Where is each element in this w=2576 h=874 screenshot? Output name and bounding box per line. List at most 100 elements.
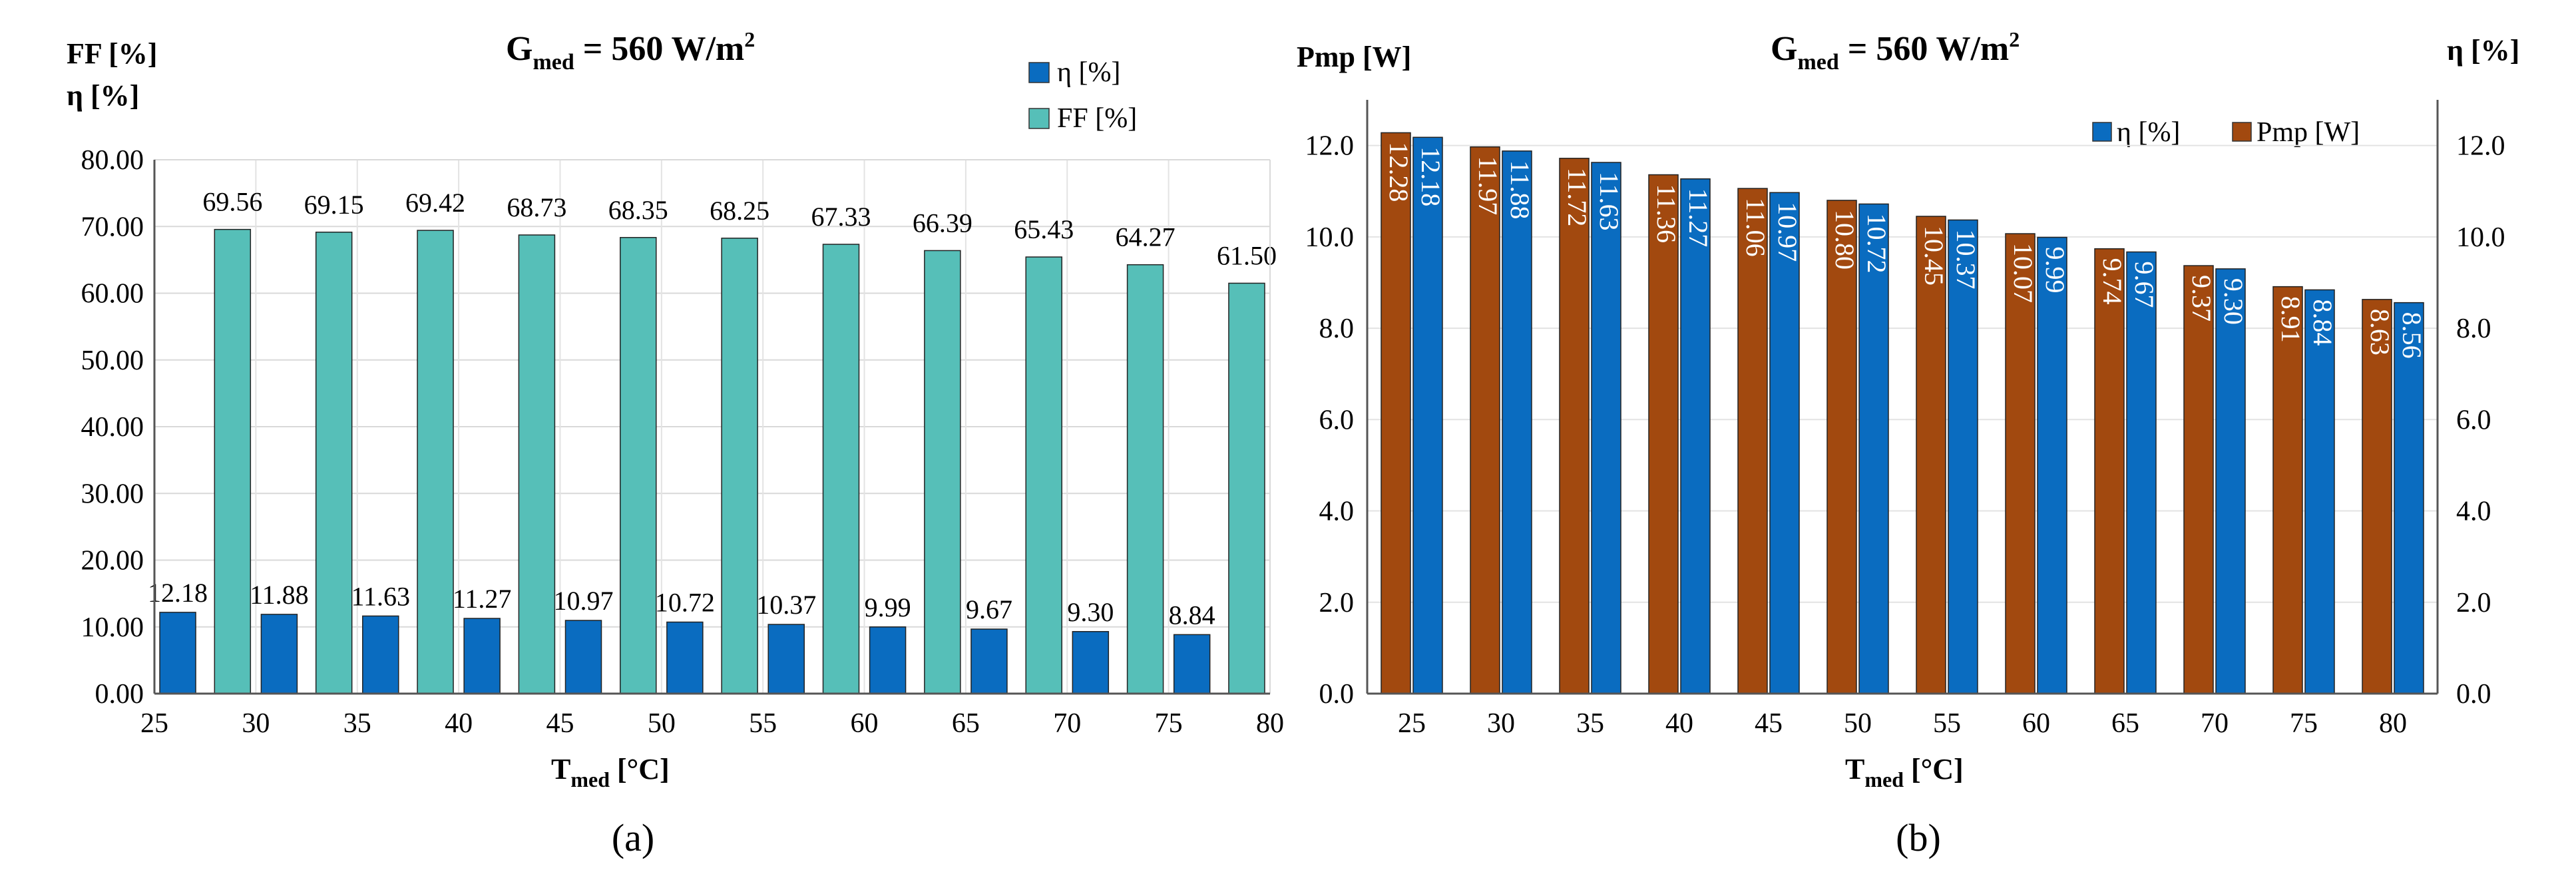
chart-b-bar-pmp	[1737, 188, 1768, 694]
chart-a-bar-ff	[1025, 256, 1062, 694]
chart-b-y-tick-label-right: 8.0	[2456, 314, 2491, 344]
chart-a-y-tick-label: 0.00	[95, 679, 144, 710]
chart-a-bar-ff	[924, 250, 961, 694]
chart-a-bar-ff	[214, 228, 252, 694]
chart-a-xlabel: Tmed [°C]	[551, 753, 670, 791]
chart-b-data-label-pmp: 8.91	[2276, 296, 2306, 343]
chart-a-y-tick-label: 50.00	[81, 345, 144, 376]
chart-b-y-tick-label-left: 6.0	[1319, 405, 1355, 435]
chart-a-bar-ff	[417, 230, 454, 694]
chart-b-gridlines	[1367, 144, 2438, 694]
chart-a-y-tick-label: 60.00	[81, 279, 144, 310]
chart-b-data-label-pmp: 10.80	[1830, 210, 1860, 270]
chart-b-y-tick-label-left: 0.0	[1319, 679, 1355, 710]
chart-b-data-label-pmp: 8.63	[2365, 309, 2395, 355]
chart-a-data-label-eta: 9.30	[1067, 597, 1114, 627]
chart-a-title: Gmed = 560 W/m2	[506, 27, 755, 75]
chart-a-x-tick-label: 55	[749, 708, 777, 739]
chart-b-x-tick-label: 60	[2022, 708, 2050, 739]
chart-a-data-label-ff: 68.35	[608, 195, 668, 225]
chart-a-data-label-ff: 66.39	[913, 208, 972, 238]
chart-b: Gmed = 560 W/m2 Pmp [W] η [%] Tmed [°C] …	[1297, 27, 2519, 791]
chart-a-legend-eta-label: η [%]	[1057, 57, 1120, 88]
chart-b-data-label-eta: 9.30	[2219, 278, 2249, 325]
chart-b-x-tick-label: 50	[1844, 708, 1872, 739]
chart-a-bar-ff	[822, 244, 860, 694]
chart-b-bar-eta	[1769, 192, 1800, 694]
chart-a-legend-ff-swatch	[1028, 108, 1050, 129]
chart-a-bar-ff	[721, 238, 758, 694]
chart-a-data-label-eta: 10.72	[655, 588, 715, 618]
chart-a-y-tick-label: 20.00	[81, 546, 144, 576]
chart-b-bar-eta	[2215, 268, 2246, 694]
chart-a-data-label-eta: 11.27	[453, 584, 512, 614]
chart-b-bar-pmp	[1381, 132, 1411, 694]
chart-b-data-label-pmp: 10.07	[2008, 243, 2038, 303]
chart-b-y-tick-label-left: 2.0	[1319, 588, 1355, 618]
chart-b-data-label-eta: 10.72	[1862, 213, 1892, 273]
chart-a-y-tick-label: 10.00	[81, 612, 144, 643]
chart-a-data-label-ff: 67.33	[811, 202, 871, 232]
chart-a-data-label-eta: 8.84	[1169, 600, 1215, 630]
caption-a: (a)	[612, 816, 654, 859]
chart-b-data-label-eta: 10.37	[1951, 229, 1981, 289]
chart-b-y-tick-label-right: 6.0	[2456, 405, 2491, 435]
chart-a-x-tick-label: 50	[648, 708, 676, 739]
chart-b-x-tick-label: 55	[1933, 708, 1961, 739]
chart-a-bar-eta	[666, 621, 704, 694]
chart-b-data-label-pmp: 11.36	[1651, 184, 1681, 244]
chart-b-ylabel-left: Pmp [W]	[1297, 41, 1411, 73]
chart-b-data-label-eta: 12.18	[1416, 146, 1446, 206]
chart-b-x-tick-label: 40	[1665, 708, 1693, 739]
chart-a: Gmed = 560 W/m2 FF [%] η [%] Tmed [°C] η…	[67, 27, 1284, 791]
chart-b-data-label-pmp: 11.72	[1562, 168, 1592, 227]
chart-a-axes: 0.00 10.00 20.00 30.00 40.00 50.00 60.00 70.00 8…	[81, 145, 1285, 739]
chart-b-data-label-eta: 11.63	[1594, 172, 1624, 231]
chart-b-data-label-eta: 10.97	[1773, 202, 1803, 262]
chart-b-bar-eta	[1680, 178, 1711, 694]
chart-a-data-label-eta: 10.37	[756, 590, 816, 620]
chart-b-x-tick-label: 30	[1487, 708, 1515, 739]
chart-a-data-label-ff: 61.50	[1217, 240, 1277, 270]
chart-b-y-tick-label-left: 8.0	[1319, 314, 1355, 344]
chart-b-data-label-eta: 11.88	[1505, 160, 1535, 220]
chart-a-x-tick-label: 65	[952, 708, 980, 739]
chart-b-bar-eta	[1502, 150, 1532, 694]
chart-a-bar-eta	[159, 612, 196, 694]
chart-b-y-tick-label-right: 4.0	[2456, 497, 2491, 527]
chart-b-legend-pmp-swatch	[2232, 122, 2252, 142]
chart-a-x-tick-label: 25	[140, 708, 168, 739]
chart-b-data-label-eta: 8.56	[2397, 312, 2427, 359]
chart-a-data-label-ff: 69.15	[304, 190, 364, 220]
chart-b-data-label-pmp: 12.28	[1384, 142, 1414, 202]
chart-b-bar-eta	[2394, 302, 2424, 694]
chart-a-ylabel-line1: FF [%]	[67, 37, 157, 70]
chart-a-data-label-eta: 11.88	[250, 580, 309, 610]
chart-b-bar-pmp	[1916, 216, 1946, 694]
chart-a-data-label-ff: 69.42	[405, 188, 465, 218]
chart-a-bar-eta	[362, 615, 399, 694]
chart-b-bar-eta	[2126, 251, 2157, 694]
chart-b-y-tick-label-left: 4.0	[1319, 497, 1355, 527]
chart-a-y-tick-label: 70.00	[81, 212, 144, 242]
chart-a-bar-eta	[1072, 631, 1110, 694]
chart-a-bar-ff	[1126, 264, 1164, 694]
chart-a-data-label-eta: 12.18	[148, 578, 208, 608]
chart-b-data-label-pmp: 9.37	[2187, 275, 2217, 322]
chart-b-bar-pmp	[2005, 233, 2036, 694]
chart-b-bar-eta	[1858, 203, 1889, 694]
chart-a-legend-ff-label: FF [%]	[1057, 103, 1137, 134]
chart-a-bar-ff	[518, 234, 556, 694]
chart-b-x-tick-label: 35	[1576, 708, 1604, 739]
chart-b-bar-pmp	[2094, 248, 2125, 694]
chart-a-x-tick-label: 70	[1053, 708, 1081, 739]
chart-b-x-tick-label: 65	[2111, 708, 2139, 739]
chart-a-x-tick-label: 60	[851, 708, 879, 739]
chart-b-x-tick-label: 75	[2290, 708, 2318, 739]
chart-a-bar-eta	[1173, 634, 1211, 694]
chart-a-x-tick-label: 35	[343, 708, 371, 739]
chart-b-x-tick-label: 45	[1755, 708, 1783, 739]
chart-b-data-label-pmp: 10.45	[1919, 226, 1949, 286]
chart-b-bar-eta	[2037, 236, 2067, 694]
chart-a-y-tick-label: 80.00	[81, 145, 144, 176]
